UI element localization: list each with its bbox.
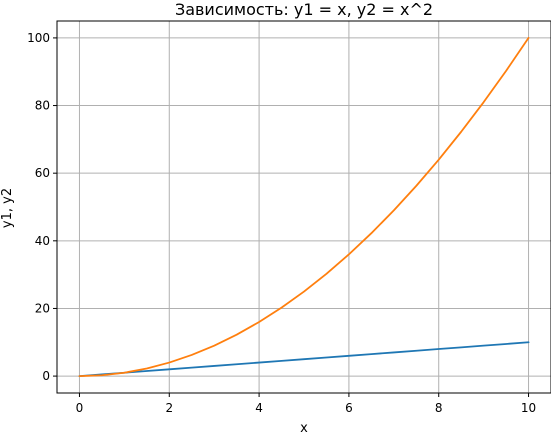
x-tick-label: 4 [255, 401, 263, 415]
y-axis-label: y1, y2 [0, 188, 15, 228]
y-tick-label: 20 [35, 301, 50, 315]
series-line-2 [78, 37, 530, 377]
chart-title: Зависимость: y1 = x, y2 = x^2 [175, 0, 433, 19]
y-tick-label: 0 [42, 369, 50, 383]
series-layer [78, 37, 530, 377]
y-ticks: 0 20 40 60 80 100 [27, 31, 57, 383]
x-axis-label: x [300, 421, 308, 435]
x-tick-label: 2 [165, 401, 173, 415]
plot-frame [56, 20, 551, 394]
series-line-1 [78, 341, 530, 377]
grid [57, 21, 551, 393]
y-tick-label: 100 [27, 31, 50, 45]
x-ticks: 0 2 4 6 8 10 [76, 393, 536, 415]
x-tick-label: 8 [435, 401, 443, 415]
y-tick-label: 60 [35, 166, 50, 180]
y-tick-label: 80 [35, 99, 50, 113]
y-tick-label: 40 [35, 234, 50, 248]
x-tick-label: 6 [345, 401, 353, 415]
x-tick-label: 10 [521, 401, 536, 415]
x-tick-label: 0 [76, 401, 84, 415]
